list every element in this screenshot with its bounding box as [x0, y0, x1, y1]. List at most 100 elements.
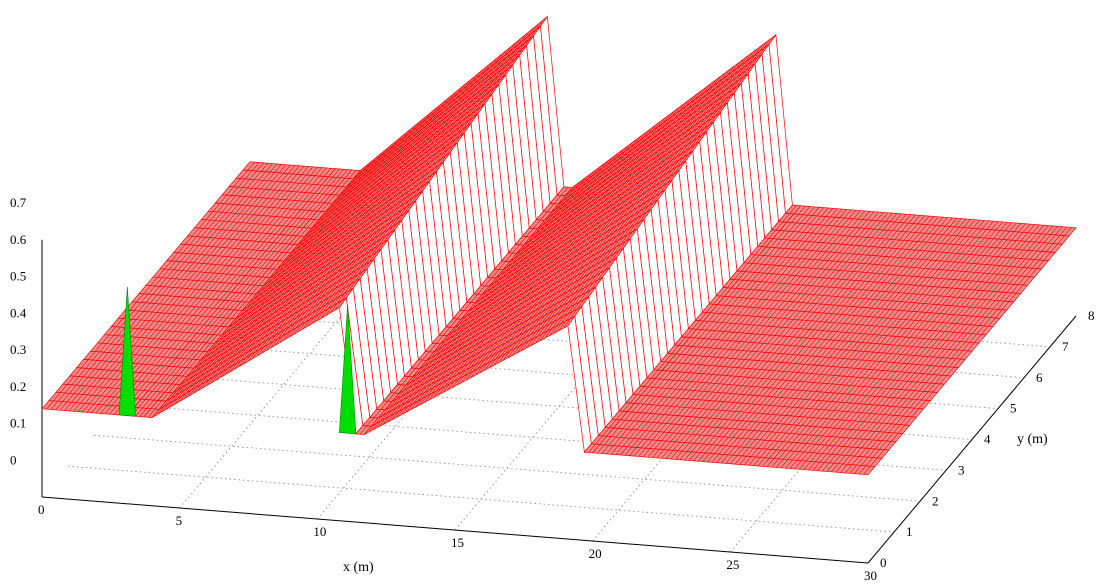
surface-hatch [427, 149, 435, 160]
surface-hatch [634, 158, 642, 168]
surface-hatch [930, 286, 939, 296]
surface-hatch [546, 213, 554, 223]
surface-hatch [752, 51, 760, 62]
surface-hatch [585, 204, 594, 214]
surface-hatch [223, 230, 231, 239]
surface-hatch [481, 301, 490, 311]
surface-hatch [588, 198, 596, 208]
surface-hatch [328, 259, 336, 269]
surface-hatch [542, 312, 550, 323]
surface-hatch [797, 241, 806, 250]
surface-hatch [581, 233, 589, 244]
surface-hatch [588, 224, 596, 234]
surface-hatch [434, 109, 443, 119]
surface-hatch [507, 298, 515, 308]
surface-hatch [98, 361, 107, 370]
surface-hatch [727, 65, 735, 76]
surface-hatch [767, 265, 776, 274]
surface-hatch [616, 206, 624, 217]
surface-hatch [616, 197, 624, 207]
surface-hatch [730, 332, 739, 342]
surface-hatch [842, 402, 851, 412]
surface-hatch [367, 228, 375, 239]
surface-hatch [717, 99, 726, 110]
surface-hatch [750, 57, 758, 68]
surface-hatch [422, 171, 430, 182]
surface-hatch [627, 214, 636, 224]
surface-hatch [812, 426, 821, 436]
surface-hatch [908, 214, 916, 224]
surface-hatch [758, 352, 766, 361]
surface-hatch [951, 279, 959, 289]
surface-hatch [418, 148, 426, 158]
surface-hatch [333, 215, 342, 225]
surface-hatch [535, 281, 543, 291]
surface-hatch [630, 217, 638, 228]
surface-hatch [288, 255, 296, 265]
surface-hatch [1029, 250, 1038, 260]
surface-hatch [669, 138, 677, 148]
surface-hatch [232, 330, 240, 340]
surface-hatch [500, 326, 508, 336]
surface-hatch [504, 270, 513, 280]
surface-hatch [160, 383, 168, 393]
surface-hatch [93, 395, 102, 405]
surface-hatch [896, 328, 904, 337]
surface-hatch [615, 149, 624, 159]
surface-hatch [861, 316, 870, 326]
surface-hatch [895, 380, 904, 390]
surface-hatch [454, 129, 463, 140]
surface-hatch [781, 301, 789, 310]
surface-hatch [466, 83, 475, 94]
surface-hatch [430, 357, 439, 367]
surface-hatch [248, 308, 257, 318]
surface-hatch [569, 196, 578, 206]
surface-hatch [684, 381, 693, 391]
surface-hatch [553, 251, 561, 261]
surface-hatch [583, 201, 591, 212]
surface-hatch [622, 147, 631, 157]
surface-hatch [967, 289, 975, 299]
surface-hatch [516, 292, 524, 302]
surface-hatch [466, 107, 474, 118]
surface-hatch [236, 344, 245, 355]
surface-hatch [459, 117, 467, 128]
surface-hatch [985, 273, 994, 283]
surface-hatch [155, 356, 163, 366]
surface-hatch [790, 337, 798, 346]
surface-hatch [627, 194, 636, 204]
surface-hatch [794, 407, 803, 417]
surface-hatch [344, 226, 353, 236]
surface-hatch [234, 341, 242, 351]
surface-hatch [300, 227, 308, 237]
surface-hatch [558, 267, 566, 277]
surface-hatch [692, 121, 700, 132]
surface-hatch [284, 310, 293, 320]
surface-hatch [606, 212, 615, 223]
surface-hatch [455, 112, 463, 123]
surface-hatch [641, 185, 649, 195]
surface-hatch [986, 256, 994, 265]
surface-hatch [343, 188, 351, 198]
surface-hatch [572, 206, 580, 216]
surface-hatch [854, 307, 863, 316]
surface-hatch [191, 245, 199, 254]
surface-hatch [266, 321, 274, 332]
surface-hatch [691, 373, 699, 382]
surface-hatch [875, 405, 883, 415]
surface-hatch [905, 258, 914, 268]
surface-hatch [105, 370, 113, 379]
surface-hatch [156, 321, 164, 331]
surface-hatch [726, 279, 735, 288]
surface-hatch [450, 115, 458, 126]
surface-hatch [719, 357, 727, 367]
surface-hatch [1004, 275, 1012, 284]
surface-hatch [574, 224, 582, 235]
surface-hatch [808, 408, 816, 418]
surface-hatch [902, 337, 911, 346]
surface-hatch [935, 234, 944, 244]
surface-hatch [935, 304, 943, 314]
surface-hatch [336, 210, 344, 220]
surface-hatch [685, 131, 693, 142]
surface-hatch [413, 151, 422, 162]
